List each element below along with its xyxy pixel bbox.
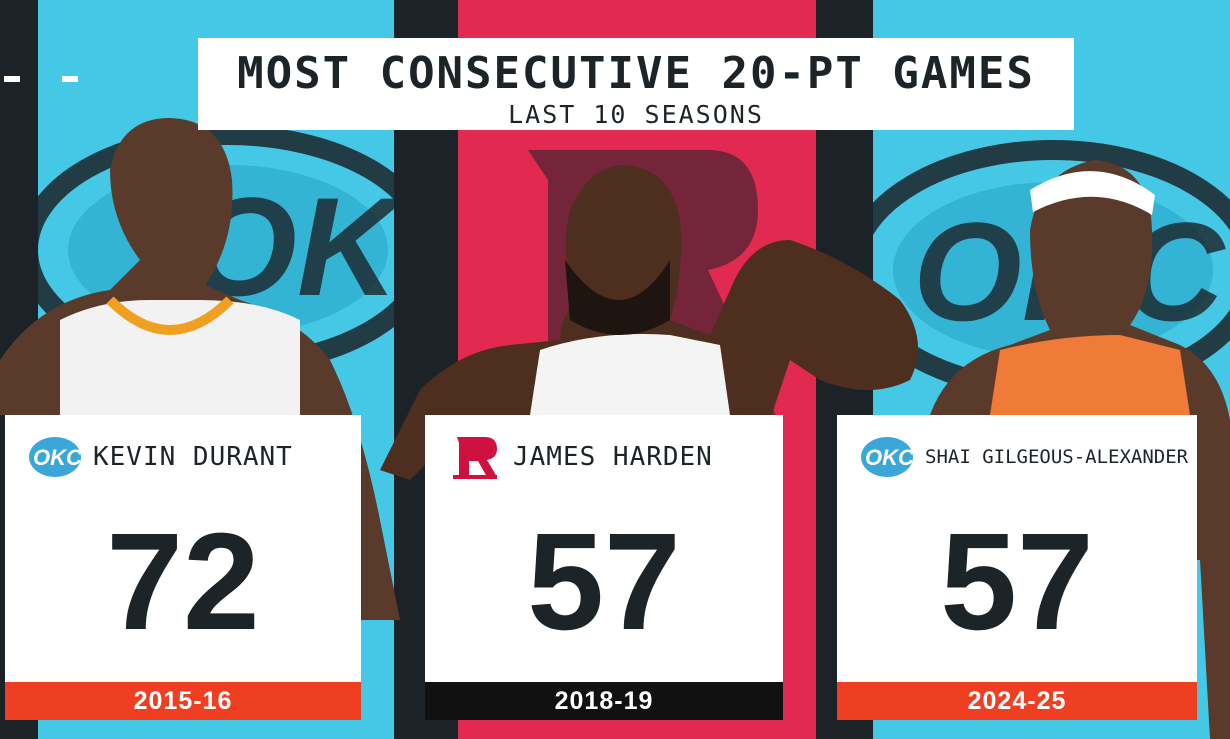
- player-photo-durant: [0, 118, 400, 620]
- okc-logo-icon: OKC: [861, 437, 915, 477]
- player-card-gilgeous-alexander: OKC SHAI GILGEOUS-ALEXANDER 57 2024-25: [837, 415, 1197, 720]
- season-label: 2024-25: [837, 682, 1197, 720]
- season-label: 2018-19: [425, 682, 783, 720]
- season-label: 2015-16: [5, 682, 361, 720]
- svg-text:OKC: OKC: [865, 445, 915, 470]
- player-name: SHAI GILGEOUS-ALEXANDER: [925, 446, 1189, 468]
- title-box: MOST CONSECUTIVE 20-PT GAMES LAST 10 SEA…: [198, 38, 1074, 130]
- corner-mark: [4, 76, 20, 82]
- subtitle: LAST 10 SEASONS: [508, 100, 764, 129]
- consecutive-games-value: 57: [527, 505, 681, 659]
- player-card-harden: JAMES HARDEN 57 2018-19: [425, 415, 783, 720]
- okc-logo-icon: OKC: [29, 437, 83, 477]
- corner-mark: [62, 76, 78, 82]
- card-header: JAMES HARDEN: [425, 427, 783, 487]
- rockets-logo-icon: [453, 437, 497, 479]
- player-photo-harden: [380, 165, 918, 480]
- player-name: KEVIN DURANT: [93, 442, 293, 472]
- player-card-durant: OKC KEVIN DURANT 72 2015-16: [5, 415, 361, 720]
- card-header: OKC KEVIN DURANT: [5, 427, 361, 487]
- svg-text:OKC: OKC: [33, 445, 83, 470]
- card-header: OKC SHAI GILGEOUS-ALEXANDER: [837, 427, 1197, 487]
- consecutive-games-value: 72: [106, 505, 260, 659]
- consecutive-games-value: 57: [940, 505, 1094, 659]
- title: MOST CONSECUTIVE 20-PT GAMES: [237, 48, 1035, 99]
- player-name: JAMES HARDEN: [513, 442, 713, 472]
